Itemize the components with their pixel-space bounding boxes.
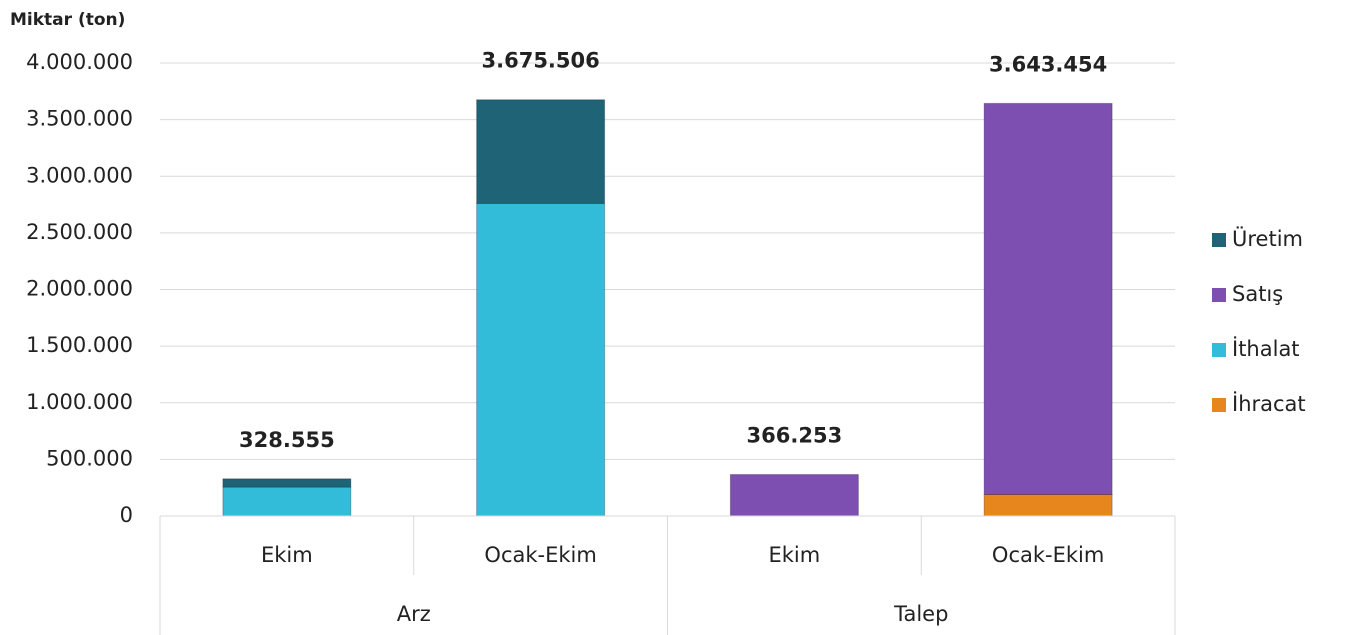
y-tick-label: 3.000.000 [26, 163, 133, 187]
legend-label: Üretim [1232, 226, 1303, 251]
y-tick-label: 2.000.000 [26, 277, 133, 301]
y-tick-label: 4.000.000 [26, 50, 133, 74]
x-tick-label: Ocak-Ekim [484, 543, 596, 567]
y-axis-title: Miktar (ton) [10, 10, 125, 30]
total-label: 366.253 [747, 424, 843, 448]
legend-label: İhracat [1232, 391, 1306, 416]
total-label: 3.675.506 [482, 49, 600, 73]
x-tick-label: Ekim [769, 543, 821, 567]
y-tick-label: 1.000.000 [26, 390, 133, 414]
bar-segment [983, 102, 1113, 495]
legend-label: Satış [1232, 282, 1283, 306]
legend-swatch [1212, 288, 1226, 302]
y-tick-label: 500.000 [46, 446, 133, 470]
y-tick-label: 1.500.000 [26, 333, 133, 357]
x-tick-label: Ocak-Ekim [992, 543, 1104, 567]
y-tick-label: 0 [120, 503, 133, 527]
total-label: 328.555 [239, 428, 335, 452]
legend-swatch [1212, 398, 1226, 412]
bar-segment [476, 202, 606, 517]
total-label: 3.643.454 [989, 52, 1107, 76]
legend-label: İthalat [1232, 336, 1300, 361]
bar-segment [983, 493, 1113, 517]
y-tick-label: 3.500.000 [26, 107, 133, 131]
legend-swatch [1212, 233, 1226, 247]
group-label: Talep [893, 602, 948, 626]
x-tick-label: Ekim [261, 543, 313, 567]
bar-segment [222, 486, 352, 517]
bar-segment [476, 99, 606, 204]
bar-segment [222, 478, 352, 488]
bar-segment [729, 474, 859, 517]
legend-swatch [1212, 343, 1226, 357]
y-tick-label: 2.500.000 [26, 220, 133, 244]
group-label: Arz [397, 602, 431, 626]
